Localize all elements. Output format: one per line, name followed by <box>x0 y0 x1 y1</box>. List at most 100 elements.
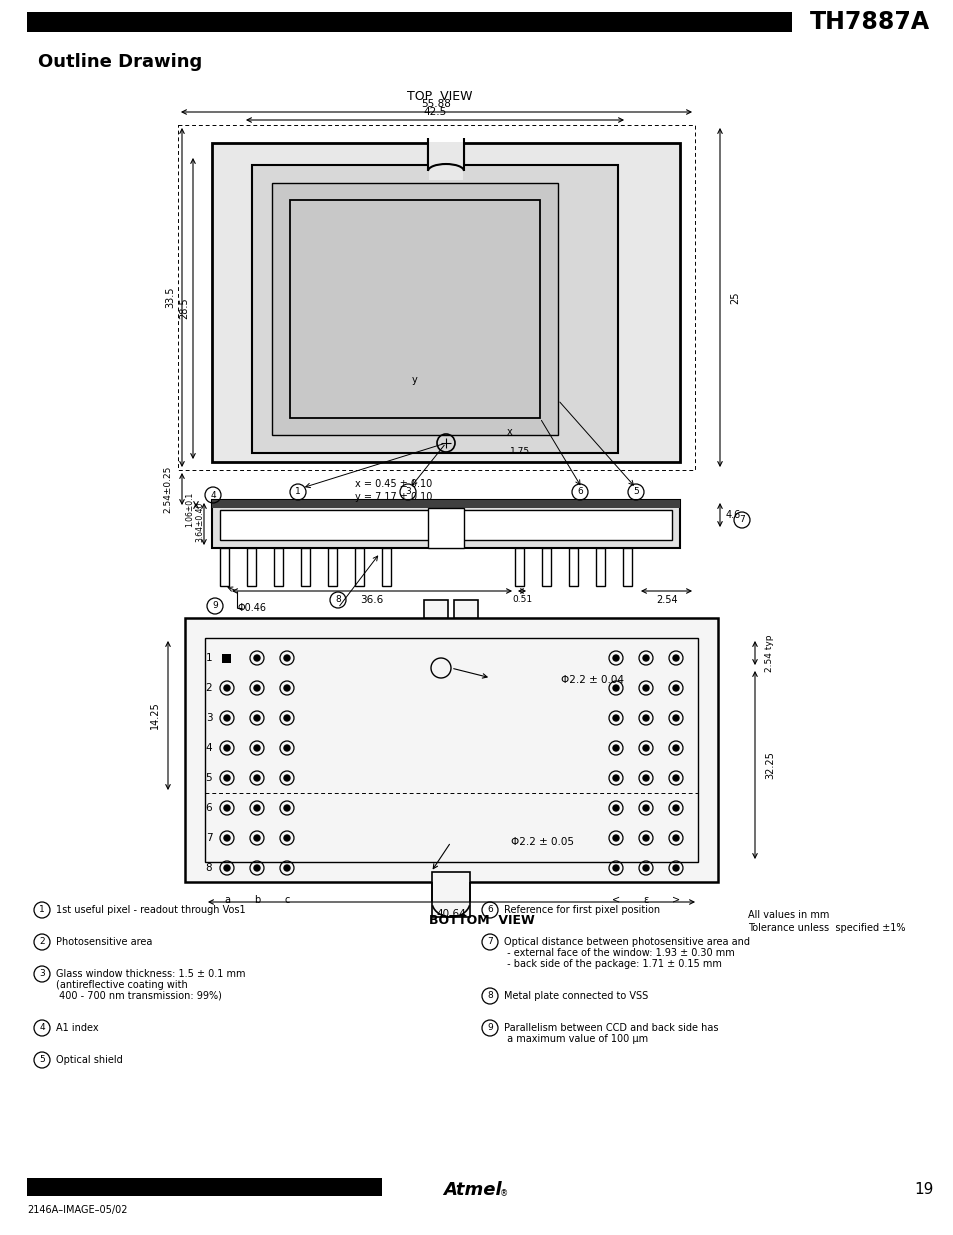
Bar <box>429 142 462 180</box>
Text: 5: 5 <box>39 1056 45 1065</box>
Text: 8: 8 <box>206 863 213 873</box>
Text: (antireflective coating with: (antireflective coating with <box>56 981 188 990</box>
Circle shape <box>613 745 618 751</box>
Bar <box>381 548 391 585</box>
Bar <box>568 548 578 585</box>
Circle shape <box>284 655 290 661</box>
Text: A1 index: A1 index <box>56 1023 98 1032</box>
Circle shape <box>284 835 290 841</box>
Text: Optical shield: Optical shield <box>56 1055 123 1065</box>
Circle shape <box>253 655 260 661</box>
Text: x = 0.45 ± 0.10: x = 0.45 ± 0.10 <box>355 479 432 489</box>
Bar <box>212 500 679 548</box>
Text: 6: 6 <box>577 488 582 496</box>
Circle shape <box>672 835 679 841</box>
Text: TH7887A: TH7887A <box>809 10 929 35</box>
Bar <box>541 548 551 585</box>
Circle shape <box>672 745 679 751</box>
Circle shape <box>642 776 648 781</box>
Circle shape <box>613 715 618 721</box>
Text: Outline Drawing: Outline Drawing <box>38 53 202 70</box>
Text: 0.51: 0.51 <box>512 595 532 604</box>
Bar <box>290 200 539 417</box>
Text: Φ0.46: Φ0.46 <box>237 603 266 613</box>
Bar <box>252 165 618 453</box>
Text: Parallelism between CCD and back side has: Parallelism between CCD and back side ha… <box>503 1023 718 1032</box>
Bar <box>222 653 232 662</box>
Text: 3: 3 <box>405 488 411 496</box>
Circle shape <box>642 745 648 751</box>
Bar <box>27 12 791 32</box>
Circle shape <box>284 745 290 751</box>
Text: 3.64±0.40: 3.64±0.40 <box>195 501 204 542</box>
Text: a: a <box>224 895 230 905</box>
Circle shape <box>613 805 618 811</box>
Bar <box>205 638 698 862</box>
Bar <box>274 548 283 585</box>
Text: 28.5: 28.5 <box>179 298 189 320</box>
Text: 36.6: 36.6 <box>360 595 383 605</box>
Bar <box>355 548 364 585</box>
Bar <box>212 143 679 462</box>
Text: - back side of the package: 1.71 ± 0.15 mm: - back side of the package: 1.71 ± 0.15 … <box>503 960 721 969</box>
Circle shape <box>253 864 260 871</box>
Bar <box>27 1178 381 1195</box>
Circle shape <box>672 715 679 721</box>
Text: 4.6: 4.6 <box>724 510 740 520</box>
Text: 4: 4 <box>39 1024 45 1032</box>
Text: a maximum value of 100 μm: a maximum value of 100 μm <box>503 1034 647 1044</box>
Circle shape <box>253 835 260 841</box>
Text: 3: 3 <box>39 969 45 978</box>
Text: All values in mm: All values in mm <box>747 910 828 920</box>
Circle shape <box>224 685 230 692</box>
Circle shape <box>613 685 618 692</box>
Circle shape <box>253 685 260 692</box>
Circle shape <box>613 776 618 781</box>
Text: 25: 25 <box>729 291 740 304</box>
Bar <box>423 600 448 618</box>
Text: 14.25: 14.25 <box>150 701 160 730</box>
Bar <box>596 548 604 585</box>
Circle shape <box>642 655 648 661</box>
Text: 55.88: 55.88 <box>421 99 451 109</box>
Circle shape <box>284 685 290 692</box>
Text: 32.25: 32.25 <box>764 751 774 779</box>
Circle shape <box>672 805 679 811</box>
Bar <box>622 548 631 585</box>
Circle shape <box>672 685 679 692</box>
Circle shape <box>284 715 290 721</box>
Text: 8: 8 <box>487 992 493 1000</box>
Text: 7: 7 <box>487 937 493 946</box>
Text: 33.5: 33.5 <box>165 287 174 309</box>
Text: 1: 1 <box>294 488 300 496</box>
Text: 4: 4 <box>210 490 215 499</box>
Text: Photosensitive area: Photosensitive area <box>56 937 152 947</box>
Text: >: > <box>671 895 679 905</box>
Text: 2: 2 <box>39 937 45 946</box>
Bar <box>243 156 626 462</box>
Bar <box>515 548 523 585</box>
Text: x: x <box>507 427 513 437</box>
Text: Reference for first pixel position: Reference for first pixel position <box>503 905 659 915</box>
Circle shape <box>224 745 230 751</box>
Circle shape <box>642 864 648 871</box>
Text: 2.54: 2.54 <box>656 595 677 605</box>
Bar <box>185 618 718 882</box>
Text: Glass window thickness: 1.5 ± 0.1 mm: Glass window thickness: 1.5 ± 0.1 mm <box>56 969 245 979</box>
Circle shape <box>672 864 679 871</box>
Circle shape <box>613 655 618 661</box>
Text: - external face of the window: 1.93 ± 0.30 mm: - external face of the window: 1.93 ± 0.… <box>503 948 734 958</box>
Bar <box>272 183 558 435</box>
Text: 1st useful pixel - readout through Vos1: 1st useful pixel - readout through Vos1 <box>56 905 245 915</box>
Text: 7: 7 <box>739 515 744 525</box>
Text: 2146A–IMAGE–05/02: 2146A–IMAGE–05/02 <box>27 1205 128 1215</box>
Text: 6: 6 <box>487 905 493 914</box>
Text: 9: 9 <box>212 601 217 610</box>
Text: 2.54±0.25: 2.54±0.25 <box>163 466 172 513</box>
Text: y: y <box>412 375 417 385</box>
Text: y = 7.17 ± 0.10: y = 7.17 ± 0.10 <box>355 492 432 501</box>
Bar <box>454 600 477 618</box>
Text: TOP  VIEW: TOP VIEW <box>407 90 473 104</box>
Circle shape <box>613 835 618 841</box>
Text: 3: 3 <box>206 713 213 722</box>
